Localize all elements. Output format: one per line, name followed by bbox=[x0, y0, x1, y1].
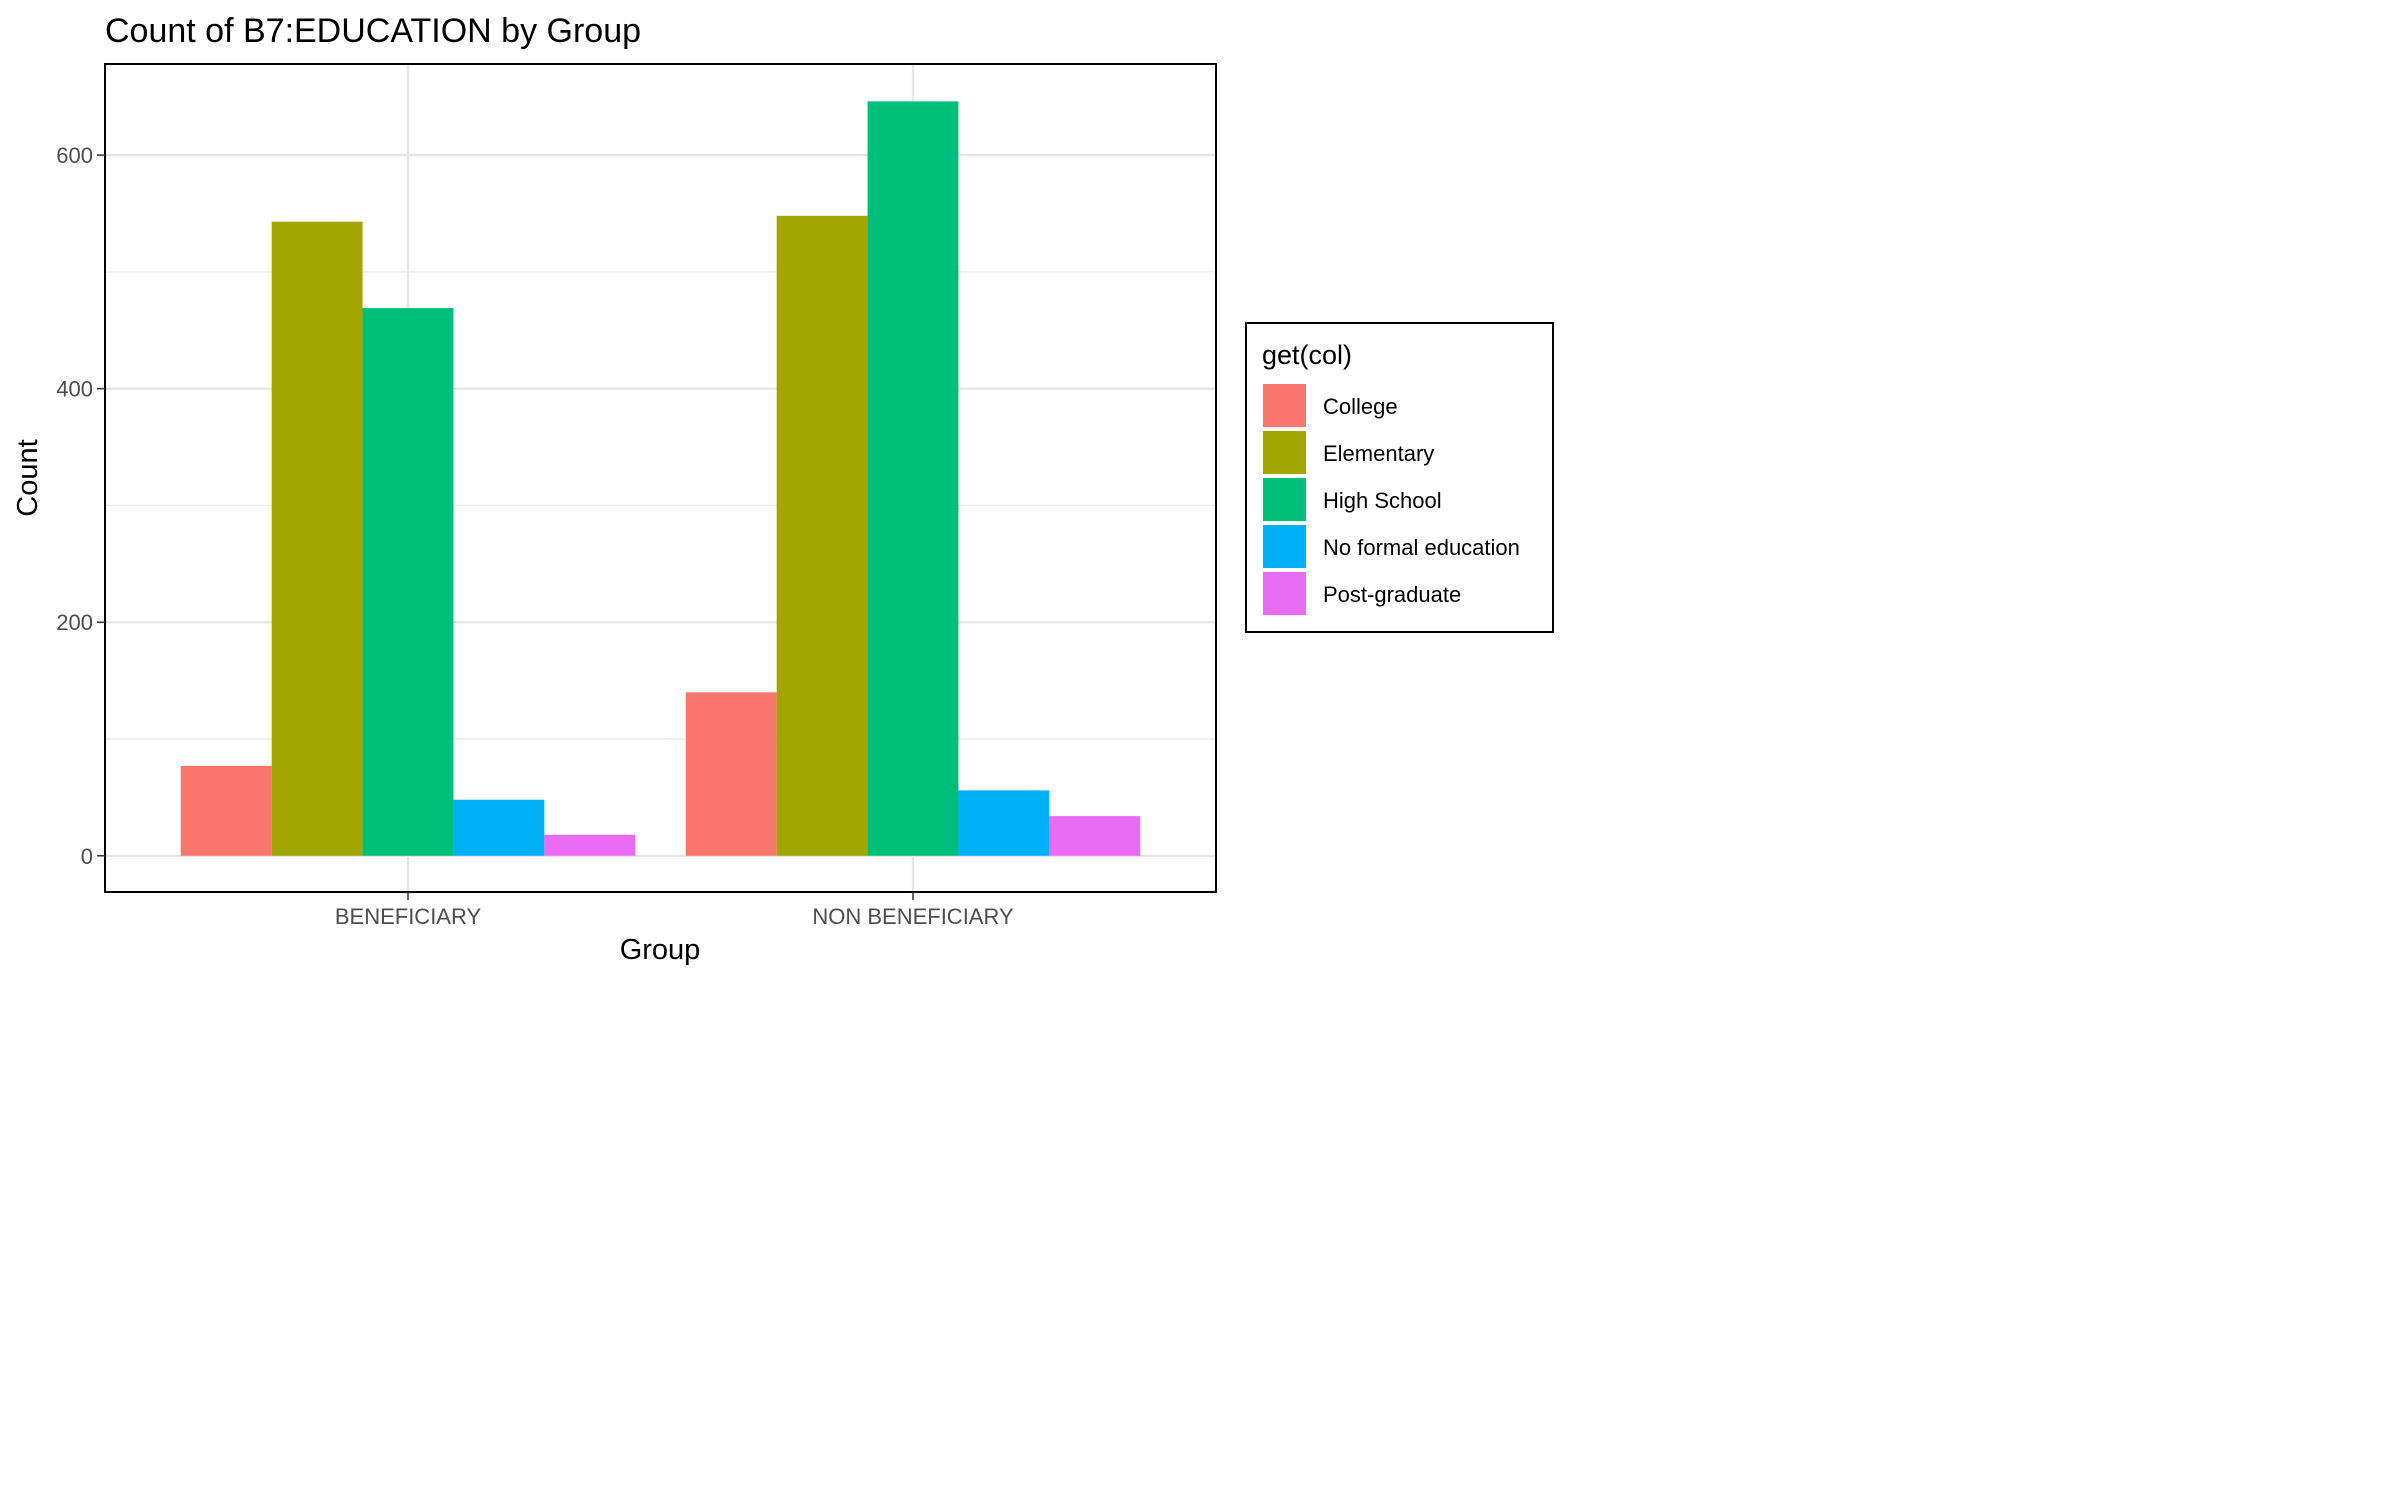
bar-elementary-0 bbox=[271, 221, 363, 856]
bar-no-formal-education-1 bbox=[958, 790, 1050, 856]
y-axis: 0 200 400 600 bbox=[56, 143, 105, 869]
legend-label: College bbox=[1323, 394, 1398, 419]
legend-swatch bbox=[1263, 384, 1306, 427]
x-axis-title: Group bbox=[620, 934, 701, 966]
legend-label: Post-graduate bbox=[1323, 582, 1461, 607]
legend-swatch bbox=[1263, 478, 1306, 521]
legend-label: High School bbox=[1323, 488, 1442, 513]
bar-high-school-1 bbox=[867, 101, 959, 856]
legend-items: College Elementary High School No formal ed… bbox=[1263, 384, 1520, 615]
bar-elementary-1 bbox=[776, 215, 868, 856]
bar-post-graduate-1 bbox=[1049, 816, 1141, 856]
x-tick-label: BENEFICIARY bbox=[335, 904, 482, 929]
bar-no-formal-education-0 bbox=[453, 799, 545, 856]
bars bbox=[180, 101, 1141, 856]
x-axis: BENEFICIARY NON BENEFICIARY bbox=[335, 892, 1014, 929]
bar-high-school-0 bbox=[362, 308, 454, 856]
legend-swatch bbox=[1263, 572, 1306, 615]
bar-college-0 bbox=[180, 765, 272, 856]
y-tick-label: 200 bbox=[56, 610, 93, 635]
bar-college-1 bbox=[685, 692, 777, 856]
legend: get(col) College Elementary High School No … bbox=[1245, 322, 1554, 633]
legend-swatch bbox=[1263, 525, 1306, 568]
bar-chart: Count of B7:EDUCATION by Group 0 200 400 60… bbox=[0, 0, 1568, 980]
bar-post-graduate-0 bbox=[544, 834, 636, 856]
legend-swatch bbox=[1263, 431, 1306, 474]
legend-label: No formal education bbox=[1323, 535, 1520, 560]
y-tick-label: 400 bbox=[56, 377, 93, 402]
y-axis-title: Count bbox=[12, 439, 44, 516]
legend-label: Elementary bbox=[1323, 441, 1434, 466]
chart-container: Count of B7:EDUCATION by Group 0 200 400 60… bbox=[0, 0, 1568, 980]
y-tick-label: 0 bbox=[81, 844, 93, 869]
chart-title: Count of B7:EDUCATION by Group bbox=[105, 12, 641, 50]
plot-panel-border bbox=[104, 63, 1217, 893]
legend-title: get(col) bbox=[1262, 340, 1352, 370]
y-tick-label: 600 bbox=[56, 143, 93, 168]
x-tick-label: NON BENEFICIARY bbox=[812, 904, 1014, 929]
